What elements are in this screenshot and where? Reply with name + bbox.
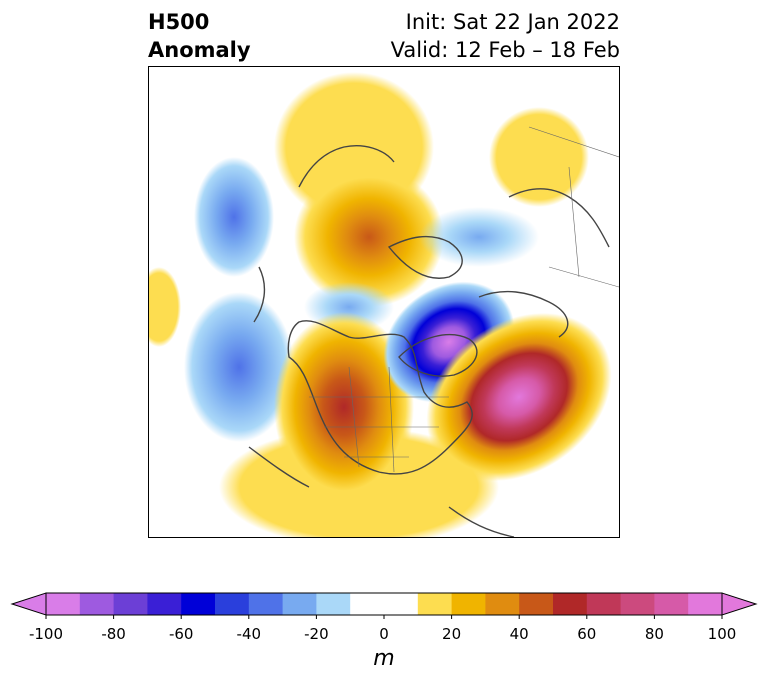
colorbar-segment [46,593,81,615]
coastlines [248,145,610,537]
colorbar-tick-label: 80 [644,625,664,643]
colorbar-extend-min [10,592,47,616]
colorbar-tick-label: 60 [577,625,597,643]
colorbar-segment [586,593,622,615]
colorbar-tick-label: -20 [304,625,329,643]
colorbar-tick-label: -80 [101,625,126,643]
colorbar-segment [485,593,520,615]
colorbar-segment [181,593,216,615]
borders [309,126,619,473]
title-line1: H500 [148,10,210,34]
colorbar [10,592,758,619]
colorbar-unit: m [373,646,395,671]
colorbar-segment [316,593,351,615]
colorbar-segment [620,593,655,615]
edge-positive-anomaly [149,267,181,347]
pacific-negative-anomaly [184,292,294,442]
colorbar-segment [350,593,385,615]
anomaly-map [148,66,620,538]
siberia-positive-anomaly [489,107,589,207]
date-info: Init: Sat 22 Jan 2022 Valid: 12 Feb – 18… [391,8,620,64]
colorbar-segment [79,593,115,615]
colorbar-segment [417,593,453,615]
colorbar-tick-label: -60 [168,625,194,643]
pacific-negative-anomaly-north [194,157,274,277]
map-title: H500 Anomaly [148,8,251,64]
colorbar-segment [688,593,723,615]
western-na-positive-anomaly [274,312,414,502]
colorbar-segment [553,593,588,615]
init-date: Init: Sat 22 Jan 2022 [405,10,620,34]
colorbar-tick-label: -40 [236,625,262,643]
colorbar-segment [519,593,554,615]
colorbar-segment [248,593,284,615]
colorbar-segment [113,593,148,615]
colorbar-tick-label: 0 [379,625,389,643]
title-line2: Anomaly [148,38,251,62]
colorbar-segment [384,593,419,615]
colorbar-segment [215,593,250,615]
colorbar-tick-label: 40 [509,625,529,643]
colorbar-segment [282,593,317,615]
colorbar-tick-label: -100 [28,625,64,643]
atlantic-positive-anomaly [426,312,612,482]
map-canvas [149,72,619,537]
colorbar-tick-label: 100 [707,625,737,643]
colorbar-segment [654,593,689,615]
colorbar-segment [451,593,486,615]
colorbar-extend-max [721,592,758,616]
colorbar-tick-label: 20 [442,625,462,643]
north-positive-anomaly [294,167,444,307]
colorbar-segment [147,593,182,615]
valid-range: Valid: 12 Feb – 18 Feb [390,38,620,62]
europe-negative-anomaly [419,207,539,267]
